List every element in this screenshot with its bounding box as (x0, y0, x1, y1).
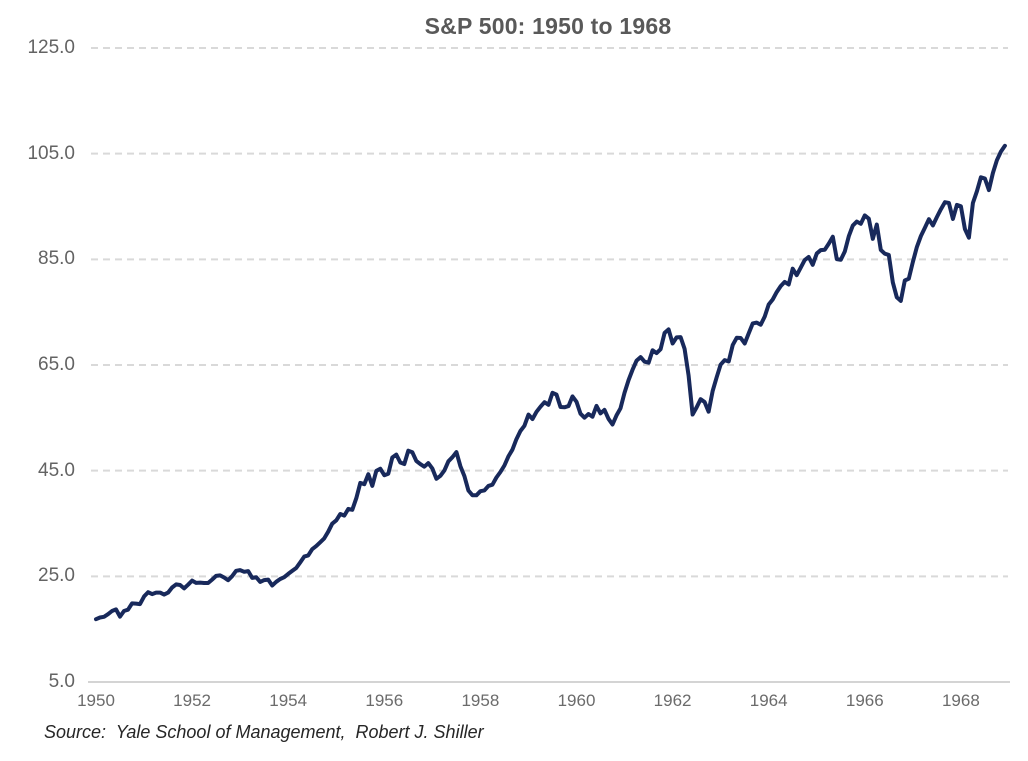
y-axis-tick-label: 85.0 (38, 248, 75, 270)
source-note: Source: Yale School of Management, Rober… (44, 722, 484, 742)
x-axis-tick-label: 1956 (365, 691, 404, 710)
x-axis-tick-label: 1962 (653, 691, 692, 710)
x-axis-tick-label: 1954 (269, 691, 308, 710)
x-axis-tick-label: 1968 (941, 691, 980, 710)
y-axis-tick-label: 25.0 (38, 565, 75, 587)
x-axis-tick-label: 1952 (173, 691, 211, 710)
x-axis-tick-label: 1958 (461, 691, 500, 710)
x-axis-tick-label: 1964 (749, 691, 788, 710)
y-axis-tick-label: 65.0 (38, 354, 75, 375)
sp500-series-line (94, 143, 1007, 622)
x-axis-tick-label: 1966 (845, 691, 884, 710)
y-axis-tick-label: 45.0 (38, 459, 75, 481)
y-axis-tick-label: 125.0 (27, 37, 75, 58)
x-axis-tick-label: 1960 (557, 691, 596, 710)
y-axis-tick-label: 5.0 (48, 671, 75, 692)
chart-title: S&P 500: 1950 to 1968 (424, 13, 672, 39)
x-axis-tick-label: 1950 (77, 691, 115, 710)
y-axis-tick-label: 105.0 (27, 142, 75, 164)
